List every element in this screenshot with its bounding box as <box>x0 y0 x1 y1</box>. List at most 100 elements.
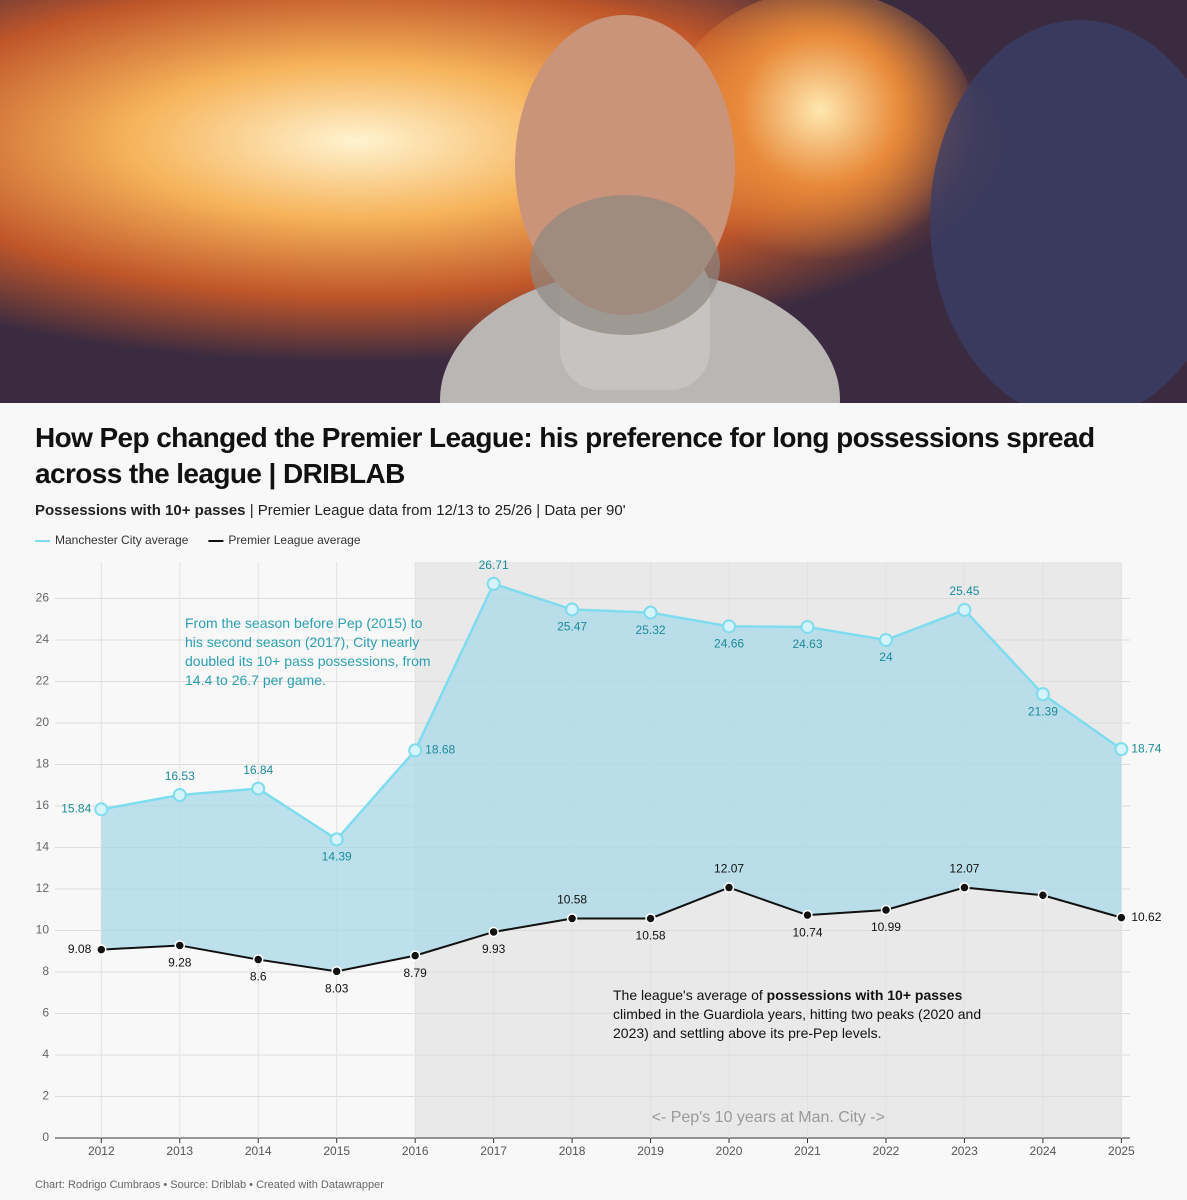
x-tick-label: 2025 <box>1108 1144 1135 1158</box>
data-label: 24.66 <box>714 636 744 650</box>
data-label: 25.32 <box>636 623 666 637</box>
point <box>486 576 501 591</box>
x-tick-label: 2021 <box>794 1144 821 1158</box>
data-label: 10.99 <box>871 920 901 934</box>
data-label: 10.58 <box>557 893 587 907</box>
y-tick-label: 14 <box>36 840 50 854</box>
data-label: 10.74 <box>792 925 822 939</box>
x-tick-label: 2015 <box>323 1144 350 1158</box>
annotation-text: climbed in the Guardiola years, hitting … <box>613 1006 982 1041</box>
x-tick-label: 2018 <box>559 1144 586 1158</box>
highlight-label: <- Pep's 10 years at Man. City -> <box>652 1109 885 1126</box>
y-tick-label: 2 <box>42 1089 49 1103</box>
data-label: 24.63 <box>792 637 822 651</box>
point <box>331 966 342 977</box>
data-label: 8.79 <box>403 966 427 980</box>
legend-label: Premier League average <box>228 533 360 547</box>
y-tick-label: 12 <box>36 881 50 895</box>
y-tick-label: 4 <box>42 1047 49 1061</box>
annotation-text: The league's average of <box>613 987 767 1003</box>
point <box>329 832 344 847</box>
subtitle-text: | Premier League data from 12/13 to 25/2… <box>245 502 626 519</box>
data-label: 21.39 <box>1028 704 1058 718</box>
point <box>172 788 187 803</box>
footer: Chart: Rodrigo Cumbraos • Source: Dribla… <box>35 1179 384 1191</box>
point <box>409 950 421 961</box>
data-label: 9.08 <box>68 942 92 956</box>
x-tick-label: 2014 <box>245 1144 272 1158</box>
data-label: 8.6 <box>250 970 267 984</box>
area-fill <box>101 583 1122 972</box>
data-label: 8.03 <box>325 982 349 996</box>
y-tick-label: 24 <box>36 632 50 646</box>
point <box>96 944 107 955</box>
x-tick-label: 2020 <box>716 1144 743 1158</box>
x-tick-label: 2022 <box>873 1144 900 1158</box>
subtitle-bold: Possessions with 10+ passes <box>35 502 246 519</box>
point <box>174 940 186 951</box>
point <box>643 605 658 620</box>
data-label: 14.39 <box>322 850 352 864</box>
y-tick-label: 6 <box>42 1006 49 1020</box>
x-tick-label: 2019 <box>637 1144 664 1158</box>
point <box>94 802 109 817</box>
point <box>800 619 815 634</box>
data-label: 15.84 <box>61 802 91 816</box>
point <box>566 913 578 924</box>
y-tick-label: 20 <box>36 715 50 729</box>
point <box>723 882 735 893</box>
point <box>252 954 264 965</box>
x-tick-label: 2024 <box>1030 1144 1057 1158</box>
data-label: 24 <box>879 650 893 664</box>
point <box>1116 912 1127 923</box>
annotation-bold: possessions with 10+ passes <box>766 987 963 1003</box>
point <box>1037 889 1049 901</box>
data-label: 12.07 <box>949 862 979 876</box>
point <box>802 909 813 921</box>
data-label: 25.47 <box>557 620 587 634</box>
x-tick-label: 2023 <box>951 1144 978 1158</box>
x-tick-label: 2016 <box>402 1144 429 1158</box>
point <box>880 904 892 916</box>
data-label: 9.28 <box>168 956 192 970</box>
point <box>722 619 737 634</box>
chart-title: How Pep changed the Premier League: his … <box>35 422 1095 489</box>
series-line <box>101 886 1122 973</box>
subtitle: Possessions with 10+ passes | Premier Le… <box>35 502 626 519</box>
data-label: 12.07 <box>714 862 744 876</box>
point <box>957 602 972 617</box>
y-tick-label: 0 <box>42 1130 49 1144</box>
y-tick-label: 26 <box>36 591 50 605</box>
data-label: 16.84 <box>243 763 273 777</box>
x-tick-label: 2012 <box>88 1144 115 1158</box>
y-tick-label: 22 <box>36 674 50 688</box>
point <box>878 633 893 648</box>
data-label: 18.68 <box>425 743 455 757</box>
data-label: 10.62 <box>1131 910 1161 924</box>
y-tick-label: 16 <box>36 798 50 812</box>
point <box>1114 742 1129 757</box>
point <box>645 913 656 924</box>
data-label: 25.45 <box>949 584 979 598</box>
annotation: From the season before Pep (2015) to his… <box>185 615 431 688</box>
annotation: The league's average of possessions with… <box>613 986 983 1043</box>
point <box>959 882 970 893</box>
y-tick-label: 8 <box>42 964 49 978</box>
series-line <box>101 582 1123 842</box>
point <box>251 781 266 796</box>
point <box>488 926 499 938</box>
data-label: 9.93 <box>482 942 506 956</box>
data-label: 16.53 <box>165 769 195 783</box>
point <box>1035 687 1050 702</box>
data-label: 10.58 <box>636 929 666 943</box>
data-label: 26.71 <box>479 558 509 572</box>
point <box>408 743 423 758</box>
x-tick-label: 2013 <box>166 1144 193 1158</box>
y-tick-label: 10 <box>36 923 50 937</box>
data-label: 18.74 <box>1131 741 1161 755</box>
y-tick-label: 18 <box>36 757 50 771</box>
header-photo <box>0 0 1187 530</box>
point <box>565 602 580 617</box>
